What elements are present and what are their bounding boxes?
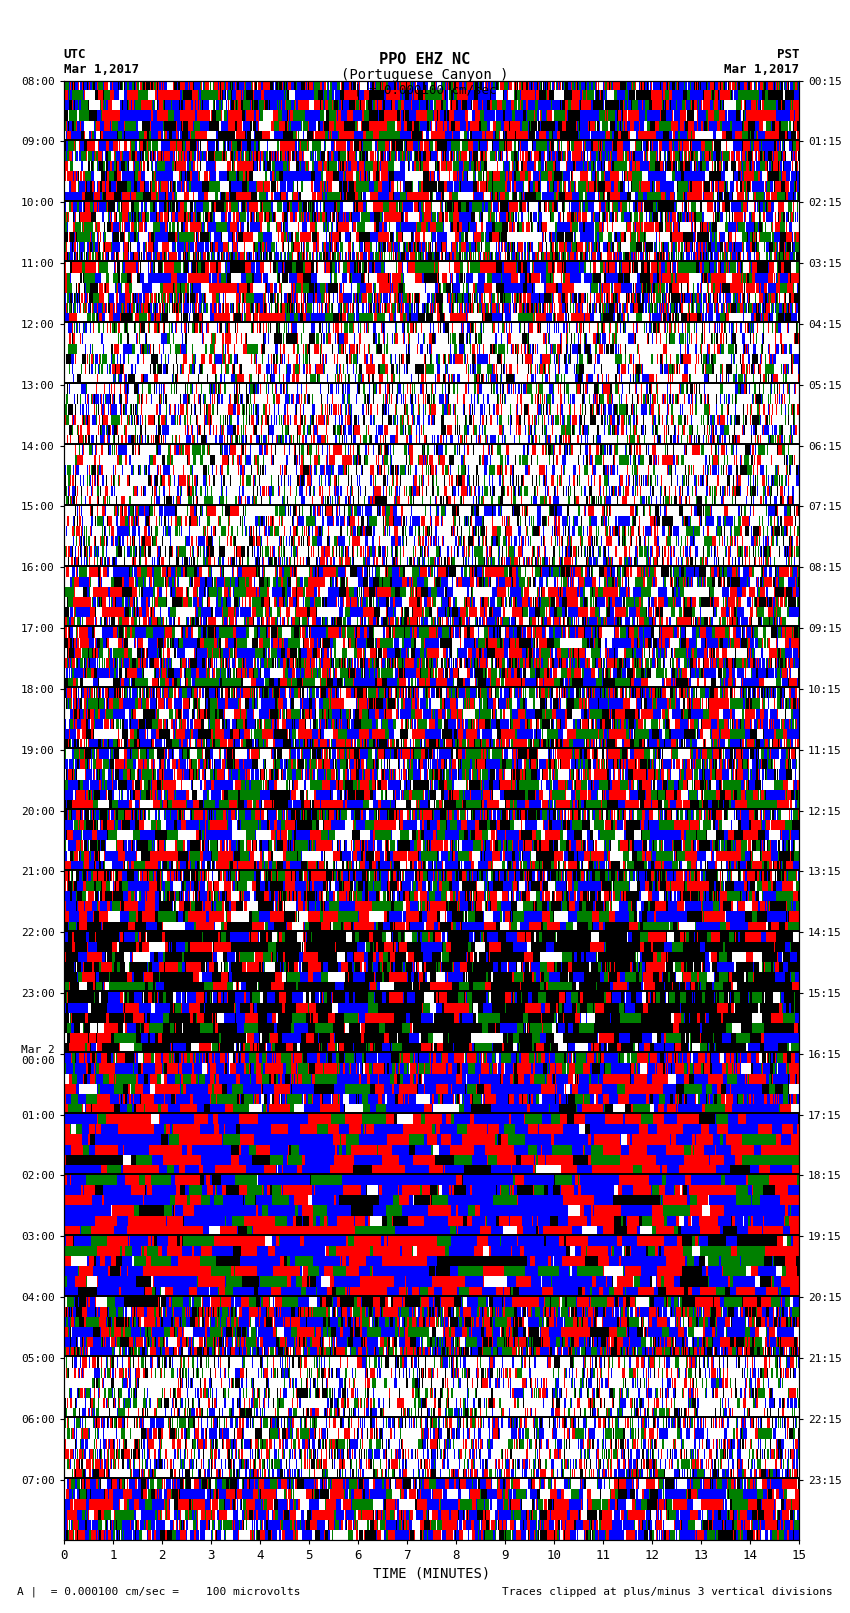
Text: | = 0.000100 cm/sec: | = 0.000100 cm/sec [354, 84, 496, 97]
Text: A |  = 0.000100 cm/sec =    100 microvolts: A | = 0.000100 cm/sec = 100 microvolts [17, 1586, 301, 1597]
Text: Mar 1,2017: Mar 1,2017 [64, 63, 139, 76]
Text: Mar 1,2017: Mar 1,2017 [724, 63, 799, 76]
Text: PST: PST [777, 48, 799, 61]
Text: (Portuguese Canyon ): (Portuguese Canyon ) [341, 68, 509, 82]
X-axis label: TIME (MINUTES): TIME (MINUTES) [373, 1566, 490, 1581]
Text: Traces clipped at plus/minus 3 vertical divisions: Traces clipped at plus/minus 3 vertical … [502, 1587, 833, 1597]
Text: UTC: UTC [64, 48, 86, 61]
Text: PPO EHZ NC: PPO EHZ NC [379, 52, 471, 66]
